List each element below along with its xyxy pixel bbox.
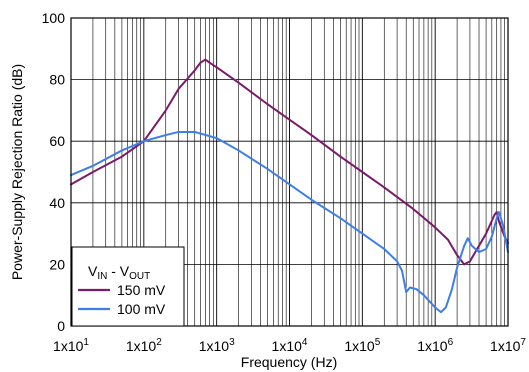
x-axis-label: Frequency (Hz) [241, 354, 337, 370]
x-tick-label: 1x102 [126, 337, 162, 354]
x-tick-exponent: 7 [520, 337, 526, 348]
y-tick-label: 20 [49, 256, 65, 272]
legend-label-150mv: 150 mV [117, 282, 166, 298]
legend-title-main: V [88, 263, 98, 279]
y-tick-label: 0 [57, 318, 65, 334]
x-tick-labels: 1x101 1x102 1x103 1x104 1x105 1x106 1x107 [53, 337, 526, 354]
x-tick-mantissa: 1x10 [53, 338, 84, 354]
legend-label-100mv: 100 mV [117, 301, 166, 317]
series-lines [70, 58, 509, 314]
series-line-150mv [70, 58, 509, 266]
legend-title-separator: - V [107, 263, 129, 279]
y-tick-label: 100 [42, 10, 66, 26]
legend-title-sub-out: OUT [129, 271, 150, 282]
x-tick-exponent: 1 [83, 337, 89, 348]
legend-box [71, 246, 185, 327]
x-tick-mantissa: 1x10 [344, 338, 375, 354]
grid [70, 17, 508, 327]
x-tick-exponent: 4 [302, 337, 308, 348]
x-tick-label: 1x106 [417, 337, 453, 354]
x-tick-mantissa: 1x10 [126, 338, 157, 354]
series-line-100mv [70, 130, 509, 314]
legend-title: VIN - VOUT [88, 263, 150, 282]
y-tick-label: 40 [49, 195, 65, 211]
x-tick-mantissa: 1x10 [490, 338, 521, 354]
x-tick-label: 1x104 [272, 337, 308, 354]
x-tick-mantissa: 1x10 [199, 338, 230, 354]
x-tick-label: 1x105 [344, 337, 380, 354]
x-tick-exponent: 5 [375, 337, 381, 348]
x-tick-exponent: 2 [156, 337, 162, 348]
x-tick-mantissa: 1x10 [417, 338, 448, 354]
x-tick-exponent: 3 [229, 337, 235, 348]
x-tick-label: 1x101 [53, 337, 89, 354]
x-tick-label: 1x103 [199, 337, 235, 354]
y-tick-label: 80 [49, 72, 65, 88]
x-tick-exponent: 6 [448, 337, 454, 348]
y-tick-labels: 0 20 40 60 80 100 [42, 10, 66, 334]
x-tick-label: 1x107 [490, 337, 526, 354]
y-axis-label: Power-Supply Rejection Ratio (dB) [9, 64, 25, 280]
y-tick-label: 60 [49, 133, 65, 149]
legend-title-sub-in: IN [97, 271, 107, 282]
plot-frame [70, 17, 509, 327]
legend: VIN - VOUT 150 mV 100 mV [71, 246, 185, 327]
x-tick-mantissa: 1x10 [272, 338, 303, 354]
